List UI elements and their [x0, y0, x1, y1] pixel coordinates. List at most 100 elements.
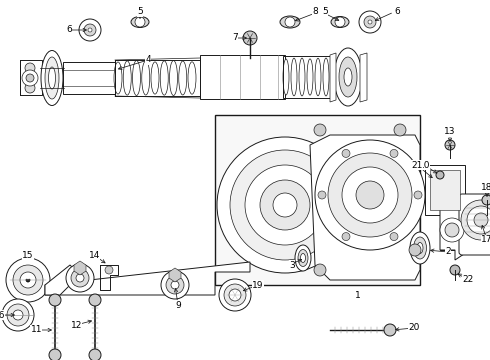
Circle shape [13, 265, 43, 295]
Circle shape [28, 279, 30, 281]
Circle shape [364, 16, 376, 28]
Ellipse shape [323, 58, 329, 96]
Circle shape [20, 272, 36, 288]
Circle shape [368, 20, 372, 24]
Circle shape [219, 279, 251, 311]
Circle shape [409, 244, 421, 256]
Ellipse shape [307, 59, 313, 95]
Circle shape [359, 11, 381, 33]
Ellipse shape [417, 243, 423, 253]
Circle shape [467, 206, 490, 234]
Circle shape [224, 284, 246, 306]
Circle shape [105, 266, 113, 274]
Circle shape [356, 181, 384, 209]
Text: 17: 17 [481, 235, 490, 244]
Ellipse shape [291, 58, 297, 96]
Circle shape [414, 191, 422, 199]
Circle shape [230, 150, 340, 260]
Text: 4: 4 [145, 55, 151, 64]
Polygon shape [20, 60, 42, 95]
Circle shape [315, 140, 425, 250]
Text: 8: 8 [312, 8, 318, 17]
Ellipse shape [131, 17, 149, 27]
Circle shape [474, 213, 488, 227]
Circle shape [22, 70, 38, 86]
Circle shape [26, 280, 28, 282]
Circle shape [436, 171, 444, 179]
Circle shape [66, 264, 94, 292]
Polygon shape [360, 53, 367, 102]
Circle shape [245, 165, 325, 245]
Text: 6: 6 [394, 8, 400, 17]
Circle shape [89, 349, 101, 360]
Text: 10: 10 [418, 161, 430, 170]
Circle shape [390, 233, 398, 240]
Polygon shape [430, 170, 460, 210]
Polygon shape [45, 262, 250, 295]
Circle shape [285, 17, 295, 27]
Circle shape [166, 276, 184, 294]
Circle shape [6, 258, 50, 302]
Circle shape [384, 324, 396, 336]
Circle shape [342, 233, 350, 240]
Circle shape [2, 299, 34, 331]
Polygon shape [330, 53, 336, 102]
Circle shape [161, 271, 189, 299]
Polygon shape [425, 165, 465, 250]
Polygon shape [169, 268, 181, 282]
Bar [115, 60, 200, 96]
Text: 1: 1 [355, 291, 361, 300]
Circle shape [450, 265, 460, 275]
Ellipse shape [41, 50, 63, 105]
Circle shape [335, 17, 345, 27]
Ellipse shape [298, 249, 308, 266]
Ellipse shape [170, 60, 177, 95]
Text: 9: 9 [175, 301, 181, 310]
Circle shape [25, 83, 35, 93]
Text: 16: 16 [0, 310, 5, 320]
Circle shape [328, 153, 412, 237]
Ellipse shape [179, 61, 187, 95]
Circle shape [27, 280, 29, 282]
Circle shape [49, 349, 61, 360]
Ellipse shape [344, 68, 352, 86]
Text: 7: 7 [232, 33, 238, 42]
Ellipse shape [295, 245, 311, 271]
Polygon shape [310, 135, 420, 280]
Bar [200, 55, 285, 99]
Ellipse shape [49, 67, 55, 89]
FancyBboxPatch shape [459, 194, 490, 255]
Text: 19: 19 [252, 280, 264, 289]
Ellipse shape [410, 232, 430, 264]
Text: 11: 11 [30, 325, 42, 334]
Circle shape [88, 28, 92, 32]
Text: 5: 5 [137, 8, 143, 17]
Circle shape [28, 280, 30, 282]
Text: 13: 13 [444, 127, 456, 136]
Text: 5: 5 [322, 8, 328, 17]
Ellipse shape [334, 48, 362, 106]
Ellipse shape [123, 61, 131, 95]
Circle shape [171, 281, 179, 289]
Circle shape [445, 223, 459, 237]
Text: 22: 22 [462, 275, 473, 284]
Polygon shape [74, 261, 86, 275]
Text: 2: 2 [445, 248, 451, 256]
Ellipse shape [151, 62, 159, 94]
Circle shape [79, 19, 101, 41]
Text: 20: 20 [408, 324, 419, 333]
Ellipse shape [45, 57, 59, 99]
Circle shape [26, 74, 34, 82]
Text: 21: 21 [412, 161, 423, 170]
Circle shape [440, 218, 464, 242]
Text: 12: 12 [71, 320, 82, 329]
Ellipse shape [331, 17, 349, 27]
Circle shape [229, 289, 241, 301]
Circle shape [7, 304, 29, 326]
Circle shape [13, 310, 23, 320]
Circle shape [314, 264, 326, 276]
Ellipse shape [132, 60, 141, 95]
Circle shape [135, 17, 145, 27]
Ellipse shape [414, 237, 426, 259]
Circle shape [84, 24, 96, 36]
